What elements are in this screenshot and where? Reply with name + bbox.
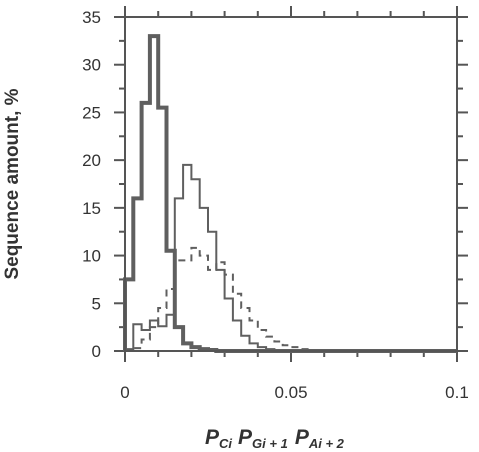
y-tick-label: 20: [82, 151, 101, 170]
x-axis-title-sub2: Gi + 1: [252, 436, 288, 451]
y-tick-label: 0: [92, 342, 101, 361]
y-tick-label: 5: [92, 294, 101, 313]
y-tick-label: 30: [82, 56, 101, 75]
x-axis-title-p2: P: [238, 426, 253, 449]
x-axis-title-p3: P: [295, 426, 310, 449]
y-axis-title: Sequence amount, %: [2, 88, 23, 279]
y-tick-label: 10: [82, 247, 101, 266]
x-tick-label: 0.05: [274, 383, 307, 402]
y-tick-label: 25: [82, 103, 101, 122]
plot-frame: [124, 16, 458, 352]
y-tick-label: 35: [82, 8, 101, 27]
x-tick-label: 0: [120, 383, 129, 402]
x-tick-label: 0.1: [445, 383, 469, 402]
series-line-thick-solid: [123, 34, 457, 353]
series-group: [123, 34, 457, 353]
x-axis-title-sub1: Ci: [219, 436, 232, 451]
x-axis-title-sub3: Ai + 2: [308, 436, 345, 451]
x-axis-title-p1: P: [205, 426, 220, 449]
x-axis-title: PCi PGi + 1 PAi + 2: [205, 426, 345, 451]
y-tick-label: 15: [82, 199, 101, 218]
tick-labels: 0 5 10 15 20 25 30 35 0 0.05 0.1: [82, 8, 469, 402]
